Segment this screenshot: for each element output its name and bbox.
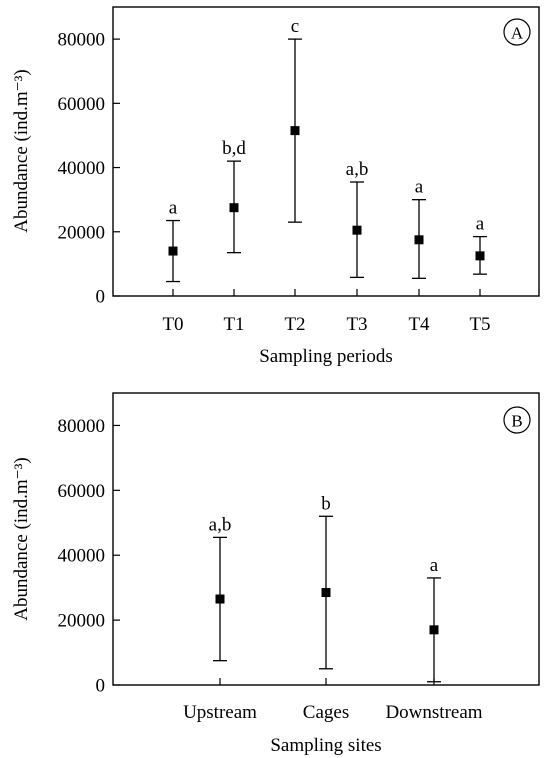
panel-a-ytick-label: 0 <box>96 287 106 308</box>
panel-b-letter: B <box>511 412 522 431</box>
panel-a-ytick-label: 20000 <box>58 222 106 243</box>
mean-marker <box>169 247 178 256</box>
panel-b-xtick-label: Upstream <box>183 702 257 723</box>
panel-a-y-axis-title: Abundance (ind.m⁻³) <box>11 69 32 232</box>
panel-b-significance-label: a <box>430 555 439 576</box>
mean-marker <box>415 235 424 244</box>
panel-a-ytick-label: 40000 <box>58 158 106 179</box>
panel-b-significance-label: a,b <box>209 514 232 535</box>
mean-marker <box>216 595 225 604</box>
panel-b-ytick-label: 20000 <box>58 611 106 632</box>
panel-a-xtick-label: T5 <box>469 314 490 335</box>
panel-a-xtick-label: T4 <box>408 314 430 335</box>
panel-b-ytick-label: 80000 <box>58 416 106 437</box>
panel-b-significance-label: b <box>321 493 331 514</box>
panel-a-significance-label: a,b <box>346 159 369 180</box>
panel-b-ytick-label: 0 <box>96 676 106 697</box>
mean-marker <box>476 251 485 260</box>
panel-b-ytick-label: 60000 <box>58 481 106 502</box>
panel-b-x-axis-title: Sampling sites <box>270 735 381 756</box>
panel-a: 0 20000 40000 60000 80000 T0 T1 T2 T3 T4… <box>11 7 539 367</box>
mean-marker <box>291 126 300 135</box>
panel-a-xtick-label: T1 <box>223 314 244 335</box>
panel-a-significance-label: a <box>169 198 178 219</box>
panel-a-significance-label: b,d <box>222 138 246 159</box>
panel-a-ytick-label: 80000 <box>58 30 106 51</box>
mean-marker <box>322 588 331 597</box>
panel-b: 0 20000 40000 60000 80000 Upstream Cages… <box>11 393 539 756</box>
panel-a-ytick-label: 60000 <box>58 94 106 115</box>
mean-marker <box>353 226 362 235</box>
panel-a-xtick-label: T0 <box>162 314 183 335</box>
panel-b-y-axis-title: Abundance (ind.m⁻³) <box>11 457 32 620</box>
panel-a-letter: A <box>511 24 524 43</box>
mean-marker <box>430 625 439 634</box>
panel-b-ytick-label: 40000 <box>58 546 106 567</box>
panel-a-significance-label: a <box>476 214 485 235</box>
panel-a-significance-label: c <box>291 16 299 37</box>
panel-b-xtick-label: Cages <box>303 702 349 723</box>
panel-a-significance-label: a <box>415 177 424 198</box>
panel-a-xtick-label: T2 <box>284 314 305 335</box>
mean-marker <box>230 203 239 212</box>
panel-a-x-axis-title: Sampling periods <box>259 346 393 367</box>
panel-b-xtick-label: Downstream <box>385 702 482 723</box>
panel-a-xtick-label: T3 <box>346 314 367 335</box>
